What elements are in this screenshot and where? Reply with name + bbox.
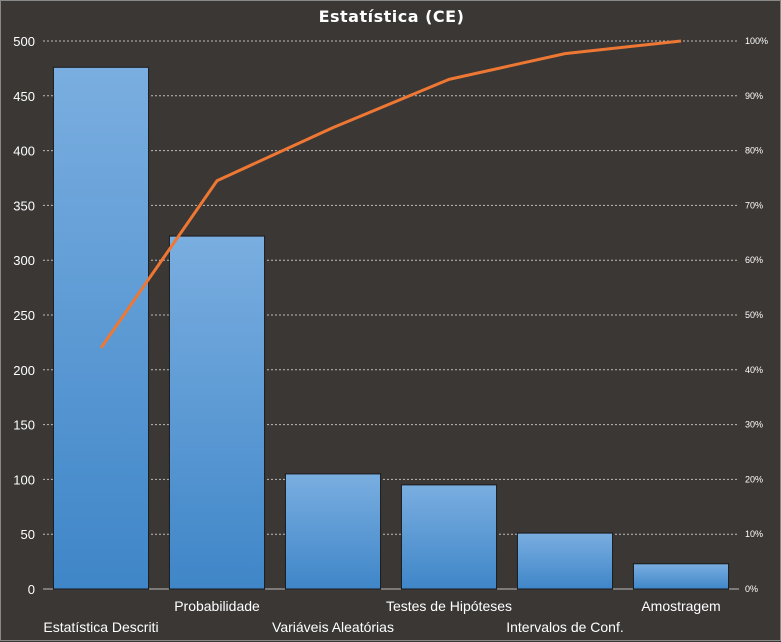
category-label: Intervalos de Conf. — [506, 619, 624, 635]
bar — [632, 563, 730, 590]
y-right-tick-label: 0% — [745, 584, 758, 594]
chart-title: Estatística (CE) — [318, 7, 465, 26]
y-right-tick-label: 80% — [745, 146, 763, 156]
bar — [284, 473, 382, 590]
y-left-tick-label: 0 — [28, 582, 35, 597]
y-left-tick-label: 50 — [21, 527, 35, 542]
y-left-tick-label: 200 — [13, 363, 35, 378]
bar — [168, 235, 266, 590]
y-left-tick-label: 500 — [13, 34, 35, 49]
y-right-tick-label: 10% — [745, 529, 763, 539]
y-right-tick-label: 70% — [745, 200, 763, 210]
bars — [52, 66, 730, 590]
y-left-tick-label: 150 — [13, 418, 35, 433]
y-right-tick-label: 30% — [745, 420, 763, 430]
category-label: Testes de Hipóteses — [386, 598, 512, 614]
y-left-tick-label: 250 — [13, 308, 35, 323]
category-label: Estatística Descriti — [43, 619, 158, 635]
y-right-tick-label: 40% — [745, 365, 763, 375]
left-axis: 0 50 100 150 200 250 300 350 400 450 500 — [13, 34, 35, 597]
bar — [516, 532, 614, 590]
category-label: Probabilidade — [174, 598, 260, 614]
right-axis: 0% 10% 20% 30% 40% 50% 60% 70% 80% 90% 100% — [745, 36, 768, 594]
y-left-tick-label: 450 — [13, 89, 35, 104]
bar — [400, 484, 498, 590]
y-left-tick-label: 400 — [13, 144, 35, 159]
y-right-tick-label: 60% — [745, 255, 763, 265]
y-right-tick-label: 100% — [745, 36, 768, 46]
y-left-tick-label: 300 — [13, 253, 35, 268]
cumulative-series-line — [99, 39, 682, 349]
category-labels: Estatística Descriti Probabilidade Variáve… — [43, 598, 720, 635]
y-right-tick-label: 20% — [745, 474, 763, 484]
y-left-tick-label: 350 — [13, 198, 35, 213]
y-right-tick-label: 50% — [745, 310, 763, 320]
y-left-tick-label: 100 — [13, 472, 35, 487]
y-right-tick-label: 90% — [745, 91, 763, 101]
bar — [52, 66, 150, 590]
category-label: Variáveis Aleatórias — [272, 619, 394, 635]
category-label: Amostragem — [641, 598, 720, 614]
gridlines — [43, 40, 739, 590]
cumulative-line — [99, 39, 682, 349]
